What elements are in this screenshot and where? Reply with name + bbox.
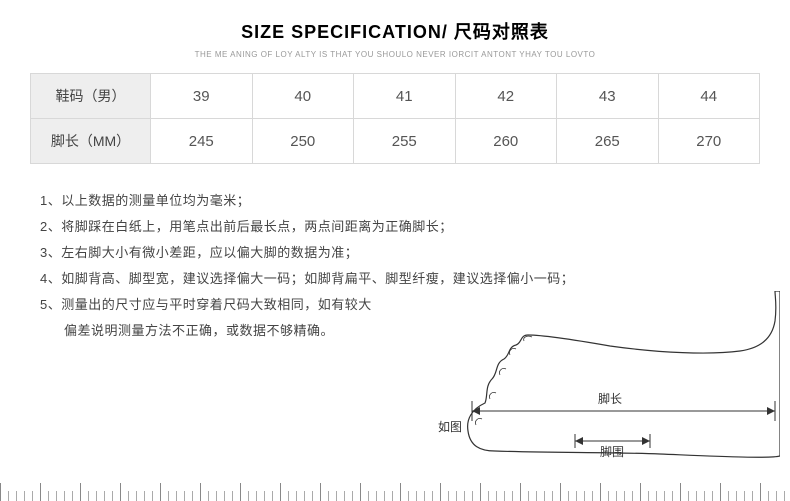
page-title: SIZE SPECIFICATION/ 尺码对照表 (0, 18, 790, 44)
ruler-graphic (0, 479, 790, 501)
note-item: 3、左右脚大小有微小差距，应以偏大脚的数据为准； (40, 240, 790, 266)
table-cell: 40 (252, 74, 354, 119)
toe-line (475, 418, 482, 425)
note-item: 2、将脚踩在白纸上，用笔点出前后最长点，两点间距离为正确脚长； (40, 214, 790, 240)
row-header-shoe-size: 鞋码（男） (31, 74, 151, 119)
as-shown-label: 如图 (438, 419, 462, 434)
note-item: 1、以上数据的测量单位均为毫米； (40, 188, 790, 214)
toe-line (489, 392, 496, 399)
page-subtitle: THE ME ANING OF LOY ALTY IS THAT YOU SHO… (0, 50, 790, 59)
arrow-left-icon (575, 437, 583, 445)
arrow-right-icon (767, 407, 775, 415)
foot-outline (468, 291, 780, 457)
foot-diagram: 脚长 脚围 如图 (410, 291, 780, 481)
table-cell: 260 (455, 119, 557, 164)
size-table: 鞋码（男） 39 40 41 42 43 44 脚长（MM） 245 250 2… (30, 73, 760, 164)
table-row: 鞋码（男） 39 40 41 42 43 44 (31, 74, 760, 119)
note-item: 4、如脚背高、脚型宽，建议选择偏大一码；如脚背扁平、脚型纤瘦，建议选择偏小一码； (40, 266, 790, 292)
toe-line (524, 336, 532, 341)
foot-length-label: 脚长 (598, 391, 622, 406)
foot-width-label: 脚围 (600, 444, 624, 459)
table-cell: 250 (252, 119, 354, 164)
table-cell: 265 (557, 119, 659, 164)
table-cell: 42 (455, 74, 557, 119)
arrow-right-icon (642, 437, 650, 445)
table-cell: 44 (658, 74, 760, 119)
toe-line (499, 368, 506, 375)
table-cell: 255 (354, 119, 456, 164)
row-header-foot-length: 脚长（MM） (31, 119, 151, 164)
table-cell: 270 (658, 119, 760, 164)
title-section: SIZE SPECIFICATION/ 尺码对照表 THE ME ANING O… (0, 0, 790, 59)
table-cell: 41 (354, 74, 456, 119)
table-row: 脚长（MM） 245 250 255 260 265 270 (31, 119, 760, 164)
table-cell: 245 (151, 119, 253, 164)
table-cell: 39 (151, 74, 253, 119)
size-table-container: 鞋码（男） 39 40 41 42 43 44 脚长（MM） 245 250 2… (30, 73, 760, 164)
table-cell: 43 (557, 74, 659, 119)
